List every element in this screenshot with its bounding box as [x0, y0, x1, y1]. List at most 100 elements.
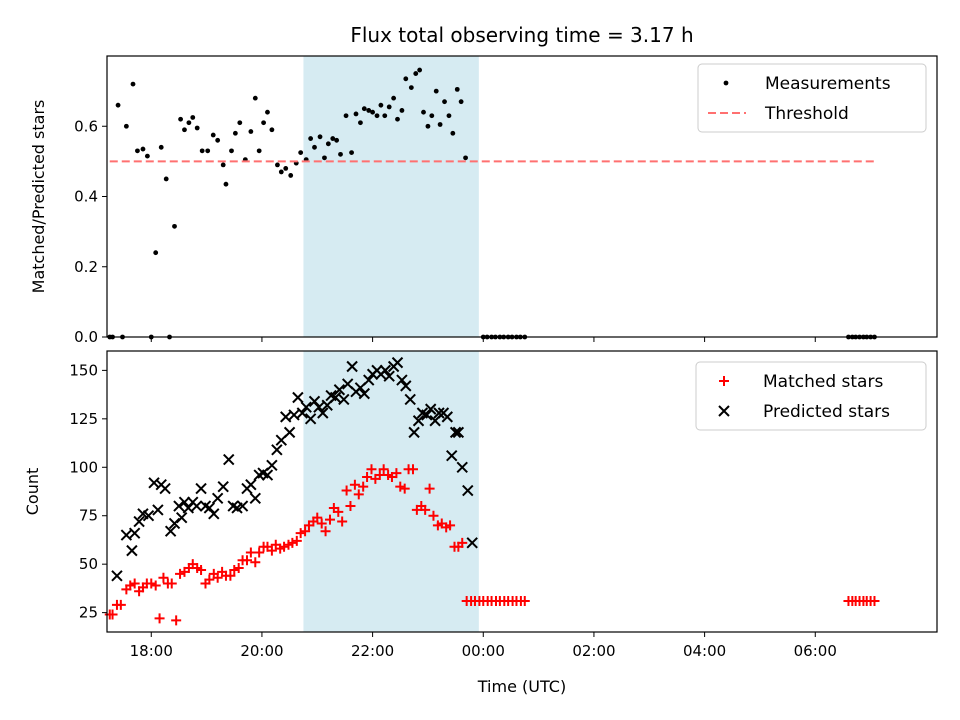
data-point: [442, 99, 447, 105]
data-point: [304, 413, 317, 425]
data-point: [417, 67, 423, 73]
data-point: [208, 508, 220, 520]
data-point: [330, 136, 336, 141]
legend-swatch: [719, 376, 729, 386]
data-point: [433, 88, 439, 94]
data-point: [353, 489, 364, 500]
data-point: [379, 364, 392, 377]
data-point: [869, 595, 880, 606]
data-point: [133, 515, 145, 528]
legend-label: Measurements: [765, 74, 891, 94]
data-point: [358, 120, 363, 126]
axes-frame: [106, 350, 938, 633]
legend: Measurements Threshold: [697, 63, 927, 133]
data-point: [312, 144, 317, 150]
data-point: [135, 148, 140, 154]
data-point: [441, 411, 454, 423]
data-point: [178, 116, 183, 122]
data-point: [115, 102, 121, 108]
data-point: [164, 525, 177, 537]
data-point: [358, 387, 371, 400]
data-point: [288, 173, 294, 178]
bottom-panel: 25 50 75 100 125 150 18:00 20:00 22:00 00:00 02:00…: [23, 350, 938, 660]
data-point: [456, 461, 468, 473]
y-axis-label: Count: [23, 468, 42, 516]
data-point: [126, 544, 138, 557]
data-point: [395, 116, 400, 122]
data-point: [300, 526, 311, 537]
data-point: [399, 108, 405, 113]
x-tick-label: 04:00: [683, 642, 726, 660]
data-point: [266, 545, 277, 556]
data-point: [338, 393, 350, 406]
data-point: [358, 481, 369, 492]
data-point: [173, 500, 185, 512]
data-point: [463, 155, 468, 161]
y-tick-label: 50: [79, 555, 98, 573]
data-point: [408, 426, 420, 439]
data-point: [261, 120, 266, 126]
data-point: [334, 137, 340, 143]
legend-swatch: [718, 405, 730, 417]
data-point: [159, 482, 171, 495]
data-point: [383, 370, 395, 382]
data-point: [329, 391, 342, 404]
data-point: [182, 127, 187, 133]
x-tick-label: 02:00: [572, 642, 615, 660]
data-point: [107, 609, 118, 620]
legend-box: [697, 63, 927, 133]
data-point: [345, 501, 356, 512]
data-point: [144, 153, 150, 159]
data-point: [195, 482, 207, 495]
data-point: [446, 113, 452, 119]
data-point: [186, 120, 192, 126]
data-point: [386, 104, 392, 110]
data-point: [211, 492, 224, 504]
y-axis-label: Matched/Predicted stars: [29, 100, 48, 294]
data-point: [194, 125, 200, 131]
data-point: [178, 496, 191, 508]
data-point: [337, 516, 348, 527]
data-point: [450, 130, 456, 136]
data-point: [428, 510, 439, 521]
data-point: [391, 95, 397, 101]
x-tick-label: 18:00: [130, 642, 173, 660]
data-point: [395, 481, 406, 492]
data-point: [391, 356, 404, 369]
data-point: [298, 150, 304, 155]
data-point: [295, 528, 306, 539]
data-point: [199, 148, 205, 154]
data-point: [212, 572, 223, 583]
data-point: [237, 120, 243, 126]
data-point: [449, 426, 462, 439]
y-tick-label: 0.6: [74, 117, 98, 135]
data-point: [190, 500, 203, 512]
shaded-region: [303, 56, 479, 337]
data-point: [296, 407, 309, 419]
data-point: [158, 572, 169, 583]
data-point: [171, 615, 182, 626]
data-point: [196, 564, 207, 575]
data-point: [421, 109, 426, 115]
data-point: [313, 401, 325, 413]
x-tick-label: 00:00: [462, 642, 505, 660]
data-point: [175, 568, 186, 579]
data-point: [378, 102, 384, 108]
data-point: [343, 113, 349, 119]
data-point: [279, 541, 290, 552]
data-point: [338, 151, 343, 157]
data-point: [128, 527, 141, 539]
y-tick-label: 150: [69, 361, 98, 379]
data-point: [391, 468, 402, 479]
data-point: [256, 148, 262, 154]
data-point: [333, 384, 346, 396]
data-point: [425, 123, 431, 129]
data-point: [229, 148, 234, 154]
data-point: [269, 127, 275, 133]
data-point: [403, 76, 409, 82]
data-point: [278, 169, 284, 175]
data-point: [404, 393, 416, 406]
data-point: [210, 132, 216, 138]
data-point: [396, 374, 408, 386]
data-point: [266, 459, 278, 472]
